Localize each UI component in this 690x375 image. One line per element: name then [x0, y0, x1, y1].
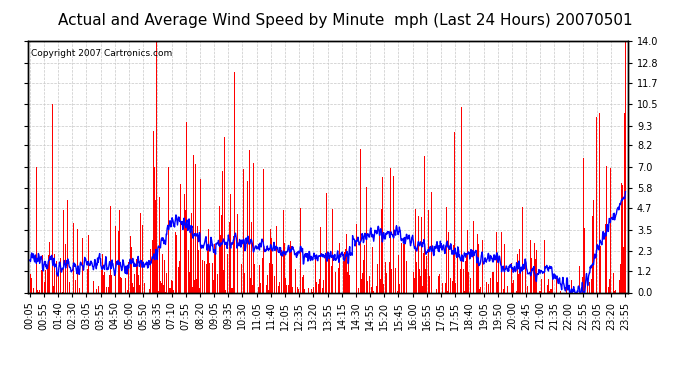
Text: Copyright 2007 Cartronics.com: Copyright 2007 Cartronics.com	[30, 49, 172, 58]
Text: Actual and Average Wind Speed by Minute  mph (Last 24 Hours) 20070501: Actual and Average Wind Speed by Minute …	[58, 13, 632, 28]
